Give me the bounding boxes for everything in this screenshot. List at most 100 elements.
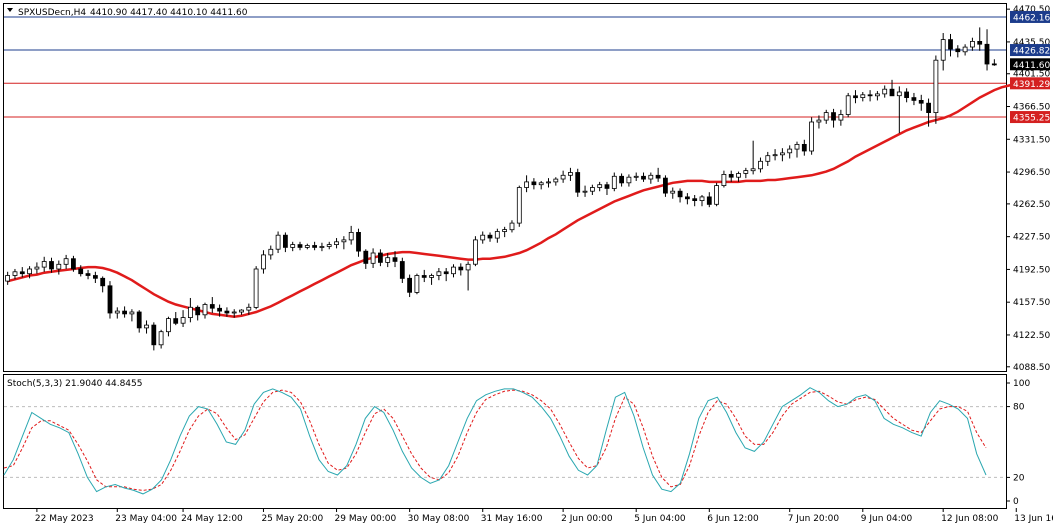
time-tick-label: 2 Jun 00:00 bbox=[561, 514, 613, 524]
candle-body bbox=[736, 173, 741, 178]
candle bbox=[195, 305, 201, 321]
candle bbox=[49, 257, 54, 273]
candle bbox=[516, 185, 522, 227]
candle-body bbox=[845, 95, 851, 115]
candle-body bbox=[275, 234, 281, 250]
candle bbox=[816, 115, 822, 129]
time-tick-label: 30 May 08:00 bbox=[408, 514, 470, 524]
candle-body bbox=[392, 257, 398, 262]
candle-body bbox=[93, 275, 98, 279]
candle-body bbox=[231, 311, 237, 314]
level-tag-box bbox=[1010, 77, 1050, 90]
horizontal-levels[interactable] bbox=[4, 16, 1006, 118]
price-axis[interactable]: 4470.50 4435.50 4401.50 4366.50 4331.50 4296.… bbox=[1006, 5, 1050, 373]
price-tick-label: 4088.50 bbox=[1013, 363, 1050, 373]
price-tick-label: 4227.50 bbox=[1013, 233, 1050, 243]
candle bbox=[217, 304, 223, 317]
candle-body bbox=[363, 250, 369, 264]
candle-body bbox=[165, 318, 171, 333]
candle-body bbox=[546, 181, 551, 184]
symbol-timeframe: SPXUSDecn,H4 bbox=[18, 8, 86, 18]
candle-body bbox=[882, 88, 888, 95]
candle-body bbox=[107, 285, 113, 314]
candle bbox=[429, 273, 435, 285]
candle bbox=[144, 320, 149, 334]
candle-body bbox=[984, 43, 990, 65]
candle-body bbox=[604, 184, 610, 189]
candle-body bbox=[641, 175, 646, 180]
candle-body bbox=[465, 263, 471, 271]
candle bbox=[370, 248, 376, 269]
candle bbox=[714, 182, 719, 207]
price-tick-label: 4122.50 bbox=[1013, 331, 1050, 341]
price-tick-label: 4470.50 bbox=[1013, 5, 1050, 15]
candle-body bbox=[670, 190, 676, 194]
time-axis[interactable]: 22 May 2023 23 May 04:00 24 May 12:00 25 Ma… bbox=[35, 508, 1053, 524]
candle-body bbox=[867, 94, 873, 97]
candle-body bbox=[509, 222, 515, 231]
candle bbox=[590, 184, 595, 195]
candle-body bbox=[209, 304, 215, 309]
candle bbox=[582, 185, 588, 197]
candle bbox=[904, 88, 909, 103]
candle bbox=[114, 307, 120, 319]
candle-body bbox=[319, 246, 325, 248]
candle-body bbox=[443, 271, 449, 275]
triangle-down-icon[interactable] bbox=[7, 8, 13, 12]
candle bbox=[12, 268, 18, 280]
candle bbox=[312, 241, 318, 251]
time-tick-label: 25 May 20:00 bbox=[261, 514, 323, 524]
candle bbox=[34, 262, 40, 274]
candle bbox=[224, 307, 230, 317]
candle-body bbox=[472, 239, 478, 265]
candle bbox=[480, 231, 486, 244]
candle-body bbox=[853, 95, 858, 99]
time-tick-label: 12 Jun 08:00 bbox=[941, 514, 998, 524]
candle-body bbox=[429, 275, 435, 278]
candle bbox=[100, 276, 106, 293]
candle bbox=[765, 151, 771, 166]
candle bbox=[882, 85, 888, 98]
time-tick-label: 23 May 04:00 bbox=[115, 514, 177, 524]
candle-body bbox=[904, 91, 909, 98]
candle bbox=[180, 310, 186, 327]
candle-body bbox=[158, 331, 164, 346]
level-tag-label: 4411.60 bbox=[1013, 61, 1050, 71]
candle-body bbox=[326, 244, 332, 247]
candle-body bbox=[304, 245, 310, 248]
candle-body bbox=[341, 239, 347, 243]
time-tick-label: 6 Jun 12:00 bbox=[707, 514, 759, 524]
candle bbox=[297, 241, 303, 251]
price-tick-label: 4262.50 bbox=[1013, 200, 1050, 210]
candle bbox=[122, 306, 127, 318]
candle-body bbox=[436, 271, 442, 276]
candle bbox=[633, 172, 639, 181]
candle bbox=[948, 33, 953, 57]
candle bbox=[867, 90, 873, 102]
candle-body bbox=[253, 268, 259, 308]
candle bbox=[568, 167, 573, 181]
candle-body bbox=[699, 196, 705, 201]
level-tag-label: 4426.82 bbox=[1013, 47, 1050, 57]
candle-body bbox=[948, 39, 953, 50]
candle bbox=[597, 181, 603, 192]
candle bbox=[239, 309, 244, 315]
candle-body bbox=[114, 310, 120, 314]
candle-body bbox=[451, 266, 456, 275]
level-tag-box bbox=[1010, 58, 1050, 71]
candle bbox=[451, 264, 456, 278]
candle bbox=[173, 312, 179, 326]
candle bbox=[743, 167, 749, 179]
candle-body bbox=[619, 175, 624, 184]
candle bbox=[619, 173, 624, 187]
candle bbox=[685, 193, 690, 205]
level-tag-label: 4462.16 bbox=[1013, 13, 1050, 23]
candle-body bbox=[801, 143, 807, 152]
time-tick-label: 24 May 12:00 bbox=[181, 514, 243, 524]
candle bbox=[502, 226, 508, 238]
price-tick-label: 4157.50 bbox=[1013, 298, 1050, 308]
candle-body bbox=[202, 304, 208, 316]
price-tick-label: 4401.50 bbox=[1013, 70, 1050, 80]
candle bbox=[363, 249, 369, 269]
